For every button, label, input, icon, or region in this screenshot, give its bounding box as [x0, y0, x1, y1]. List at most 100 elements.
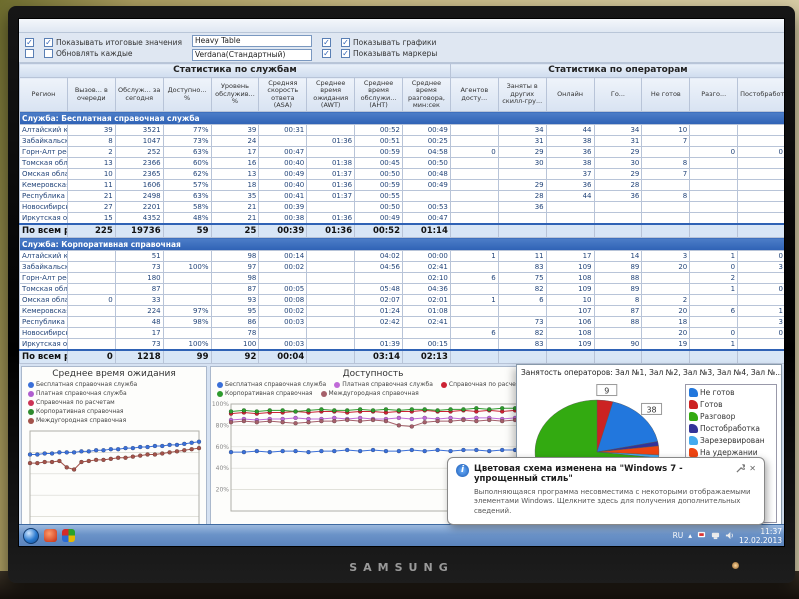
notification-balloon[interactable]: i Цветовая схема изменена на "Windows 7 …	[447, 457, 765, 526]
value-cell: 83	[497, 338, 547, 350]
value-cell: 00:50	[354, 168, 403, 180]
table-style-input[interactable]	[191, 34, 312, 47]
table-row[interactable]: Республика Бурятия21249863%3500:4101:370…	[19, 190, 784, 202]
table-row[interactable]: Алтайский край39352177%3900:3100:5200:49…	[19, 124, 784, 136]
value-cell: 1	[689, 338, 739, 350]
value-cell	[689, 157, 739, 169]
table-row[interactable]: Томская область13236660%1600:4001:3800:4…	[19, 157, 784, 169]
font-input[interactable]	[191, 48, 312, 61]
clock[interactable]: 11:37 12.02.2013	[739, 527, 782, 545]
value-cell	[737, 222, 784, 238]
region-cell: Омская область	[19, 168, 68, 180]
legend-label: Готов	[700, 400, 723, 409]
tray-expand-icon[interactable]: ▴	[688, 531, 693, 540]
value-cell: 34	[593, 124, 643, 136]
legend-dot-icon	[28, 390, 34, 397]
language-indicator[interactable]: RU	[672, 531, 684, 540]
checkbox-misc[interactable]	[25, 48, 34, 58]
balloon-title[interactable]: Цветовая схема изменена на "Windows 7 - …	[474, 464, 683, 484]
value-cell	[306, 250, 356, 262]
value-cell: 0	[66, 348, 116, 364]
clock-date: 12.02.2013	[739, 535, 782, 545]
value-cell: 01:24	[354, 305, 403, 317]
value-cell	[449, 283, 499, 295]
value-cell: 31	[593, 135, 643, 147]
value-cell: 60%	[162, 157, 212, 169]
table-row[interactable]: Иркутская область15435248%2100:3801:3600…	[19, 212, 784, 224]
value-cell: 00:38	[258, 212, 308, 224]
value-cell: 0	[66, 294, 116, 306]
value-cell: 30	[497, 157, 547, 169]
table-row[interactable]: Забайкальский край8104773%24 01:3600:5100…	[19, 135, 784, 147]
value-cell: 83	[497, 261, 547, 273]
value-cell: 28	[497, 190, 547, 202]
checkbox-show-totals2[interactable]	[44, 37, 53, 47]
table-row[interactable]: Томская область878700:0505:4804:36821098…	[19, 283, 784, 295]
region-cell: Забайкальский край	[19, 135, 68, 147]
start-button-icon[interactable]	[23, 527, 39, 544]
checkbox-show-totals[interactable]	[25, 37, 34, 47]
value-cell: 28	[593, 179, 643, 191]
column-header: Доступно... %	[162, 77, 212, 112]
legend-item: Междугородная справочная	[320, 390, 419, 397]
action-center-icon[interactable]	[697, 531, 706, 540]
column-header: Обслуж... за сегодня	[114, 77, 164, 112]
svg-text:60%: 60%	[216, 444, 230, 451]
value-cell: 0	[689, 261, 739, 273]
table-row[interactable]: Омская область10236562%1300:4901:3700:50…	[19, 168, 784, 180]
region-cell: Забайкальский край	[19, 261, 68, 273]
checkbox-b[interactable]	[321, 48, 331, 58]
totals-row[interactable]: По всем регио...22519736592500:3901:3600…	[19, 222, 784, 238]
column-header: Агентов досту...	[449, 77, 499, 112]
value-cell: 77%	[162, 124, 212, 136]
value-cell	[258, 272, 308, 284]
table-row[interactable]: Кемеровская область11160657%1800:4001:36…	[19, 179, 784, 191]
value-cell: 98	[210, 250, 260, 262]
value-cell: 0	[737, 327, 784, 339]
column-header-row: Регион Вызов... в очереди Обслуж... за сег…	[19, 77, 784, 112]
value-cell	[737, 338, 784, 350]
wrench-icon[interactable]	[736, 464, 746, 473]
checkbox-refresh[interactable]	[44, 48, 53, 58]
volume-icon[interactable]	[725, 531, 734, 540]
value-cell: 05:48	[354, 283, 403, 295]
table-row[interactable]: Новосибирская область17786821082000	[19, 327, 784, 339]
value-cell: 1606	[114, 179, 164, 191]
value-cell: 1	[689, 283, 739, 295]
value-cell	[737, 294, 784, 306]
value-cell: 88	[593, 316, 643, 328]
legend-item: Не готов	[689, 388, 773, 397]
checkbox-show-markers[interactable]	[340, 48, 350, 58]
browser-icon[interactable]	[44, 529, 57, 542]
legend-dot-icon	[217, 390, 223, 397]
value-cell	[162, 250, 212, 262]
value-cell	[306, 261, 356, 273]
value-cell: 33	[114, 294, 164, 306]
app-launcher-icon[interactable]	[62, 529, 75, 542]
value-cell: 34	[497, 124, 547, 136]
table-row[interactable]: Алтайский край519800:1404:0200:001111714…	[19, 250, 784, 262]
occupancy-pie-title: Занятость операторов: Зал №1, Зал №2, За…	[521, 368, 781, 377]
close-icon[interactable]: ✕	[749, 464, 756, 473]
balloon-body[interactable]: Выполняющаяся программа несовместима с н…	[474, 488, 751, 515]
checkbox-a[interactable]	[321, 37, 331, 47]
region-cell: Горн-Алт республика	[19, 146, 68, 158]
value-cell	[449, 261, 499, 273]
legend-item: Постобработка	[689, 424, 773, 433]
checkbox-show-graphs[interactable]	[340, 37, 350, 47]
svg-text:80%: 80%	[216, 422, 230, 429]
value-cell: 13	[210, 168, 260, 180]
value-cell: 1218	[114, 348, 164, 364]
value-cell: 00:52	[354, 124, 403, 136]
value-cell: 6	[689, 305, 739, 317]
network-icon[interactable]	[711, 531, 720, 540]
